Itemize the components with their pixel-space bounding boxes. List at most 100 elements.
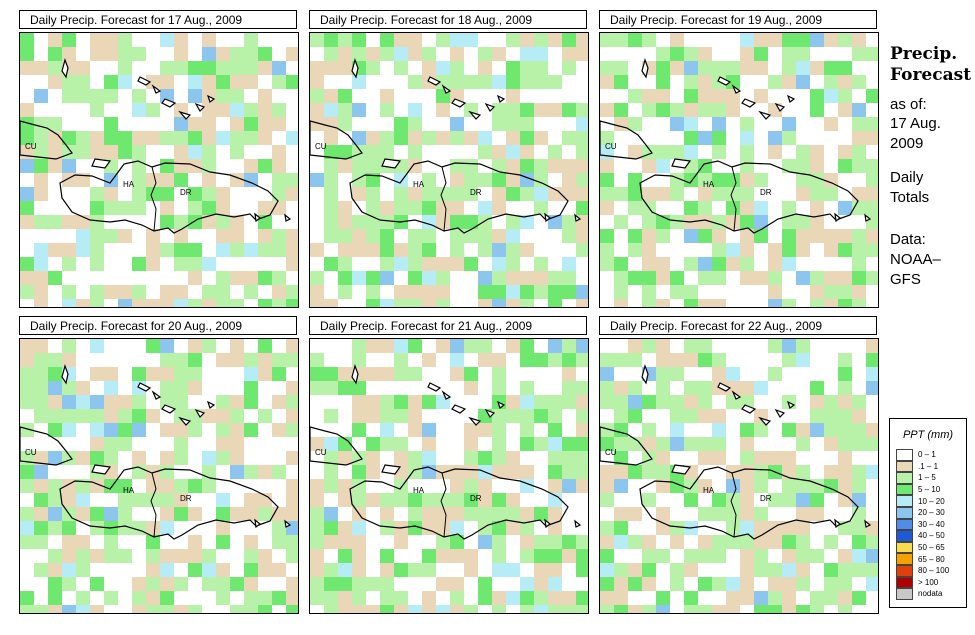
precip-cell	[230, 33, 244, 47]
precip-cell	[464, 353, 478, 367]
precip-cell	[62, 451, 76, 465]
precip-cell	[506, 493, 520, 507]
precip-cell	[838, 89, 852, 103]
precip-cell	[34, 89, 48, 103]
precip-cell	[394, 437, 408, 451]
precip-cell	[628, 381, 642, 395]
totals-label: Totals	[890, 189, 930, 206]
precip-cell	[726, 131, 740, 145]
precip-cell	[230, 465, 244, 479]
precip-cell	[394, 61, 408, 75]
precip-cell	[768, 521, 782, 535]
precip-cell	[656, 159, 670, 173]
precip-cell	[20, 549, 34, 563]
precip-cell	[534, 117, 548, 131]
precip-cell	[380, 285, 394, 299]
precip-cell	[852, 187, 866, 201]
precip-cell	[824, 353, 838, 367]
precip-cell	[670, 549, 684, 563]
precip-cell	[520, 479, 534, 493]
precip-cell	[258, 353, 272, 367]
precip-cell	[202, 437, 216, 451]
precip-cell	[576, 577, 588, 591]
precip-cell	[324, 535, 338, 549]
precip-cell	[20, 243, 34, 257]
precip-cell	[628, 271, 642, 285]
precip-cell	[492, 173, 506, 187]
precip-cell	[338, 549, 352, 563]
precip-cell	[450, 353, 464, 367]
precip-cell	[258, 89, 272, 103]
precip-cell	[520, 409, 534, 423]
precip-cell	[492, 61, 506, 75]
precip-cell	[104, 549, 118, 563]
precip-cell	[104, 507, 118, 521]
precip-cell	[324, 117, 338, 131]
precip-cell	[118, 395, 132, 409]
precip-cell	[216, 437, 230, 451]
precip-cell	[824, 75, 838, 89]
precip-cell	[576, 33, 588, 47]
precip-cell	[48, 451, 62, 465]
precip-cell	[534, 201, 548, 215]
precip-cell	[436, 409, 450, 423]
precip-cell	[230, 243, 244, 257]
precip-cell	[670, 61, 684, 75]
precip-cell	[534, 437, 548, 451]
precip-cell	[614, 563, 628, 577]
precip-cell	[118, 33, 132, 47]
precip-cell	[104, 131, 118, 145]
coastline	[468, 110, 482, 120]
precip-cell	[548, 465, 562, 479]
precip-cell	[726, 507, 740, 521]
precip-cell	[380, 535, 394, 549]
legend-item: 20 – 30	[896, 506, 949, 519]
precip-cell	[600, 285, 614, 299]
precip-cell	[244, 47, 258, 61]
precip-cell	[436, 479, 450, 493]
precip-cell	[492, 493, 506, 507]
precip-cell	[838, 451, 852, 465]
precip-cell	[310, 159, 324, 173]
precip-cell	[712, 605, 726, 613]
precip-cell	[670, 367, 684, 381]
precip-cell	[670, 285, 684, 299]
precip-cell	[310, 507, 324, 521]
precip-cell	[866, 353, 878, 367]
precip-cell	[768, 89, 782, 103]
precip-cell	[132, 549, 146, 563]
precip-cell	[34, 47, 48, 61]
precip-cell	[600, 271, 614, 285]
precip-cell	[754, 521, 768, 535]
precip-cell	[824, 591, 838, 605]
precip-cell	[684, 33, 698, 47]
precip-cell	[394, 201, 408, 215]
precip-cell	[62, 215, 76, 229]
precip-cell	[422, 479, 436, 493]
precip-cell	[698, 437, 712, 451]
precip-cell	[600, 493, 614, 507]
precip-cell	[754, 577, 768, 591]
precip-cell	[866, 409, 878, 423]
precip-cell	[48, 117, 62, 131]
precip-cell	[684, 89, 698, 103]
precip-cell	[754, 243, 768, 257]
precip-cell	[380, 605, 394, 613]
precip-cell	[76, 229, 90, 243]
precip-cell	[824, 339, 838, 353]
precip-cell	[684, 187, 698, 201]
precip-cell	[20, 381, 34, 395]
precip-cell	[48, 33, 62, 47]
precip-cell	[642, 159, 656, 173]
precip-cell	[310, 103, 324, 117]
precip-cell	[712, 563, 726, 577]
precip-cell	[104, 339, 118, 353]
precip-cell	[576, 117, 588, 131]
precip-cell	[90, 33, 104, 47]
precip-cell	[464, 257, 478, 271]
precip-cell	[366, 271, 380, 285]
precip-cell	[90, 451, 104, 465]
precip-cell	[450, 187, 464, 201]
precip-cell	[740, 229, 754, 243]
precip-cell	[726, 61, 740, 75]
